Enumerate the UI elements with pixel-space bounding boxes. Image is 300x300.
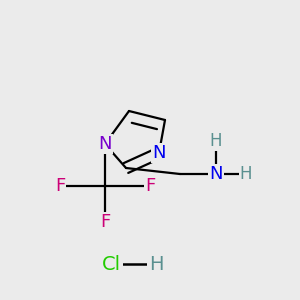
Text: N: N xyxy=(152,144,166,162)
Text: N: N xyxy=(98,135,112,153)
Text: F: F xyxy=(145,177,155,195)
Text: F: F xyxy=(55,177,65,195)
Text: H: H xyxy=(240,165,252,183)
Text: N: N xyxy=(209,165,223,183)
Text: H: H xyxy=(149,254,163,274)
Text: H: H xyxy=(210,132,222,150)
Text: Cl: Cl xyxy=(101,254,121,274)
Text: F: F xyxy=(100,213,110,231)
